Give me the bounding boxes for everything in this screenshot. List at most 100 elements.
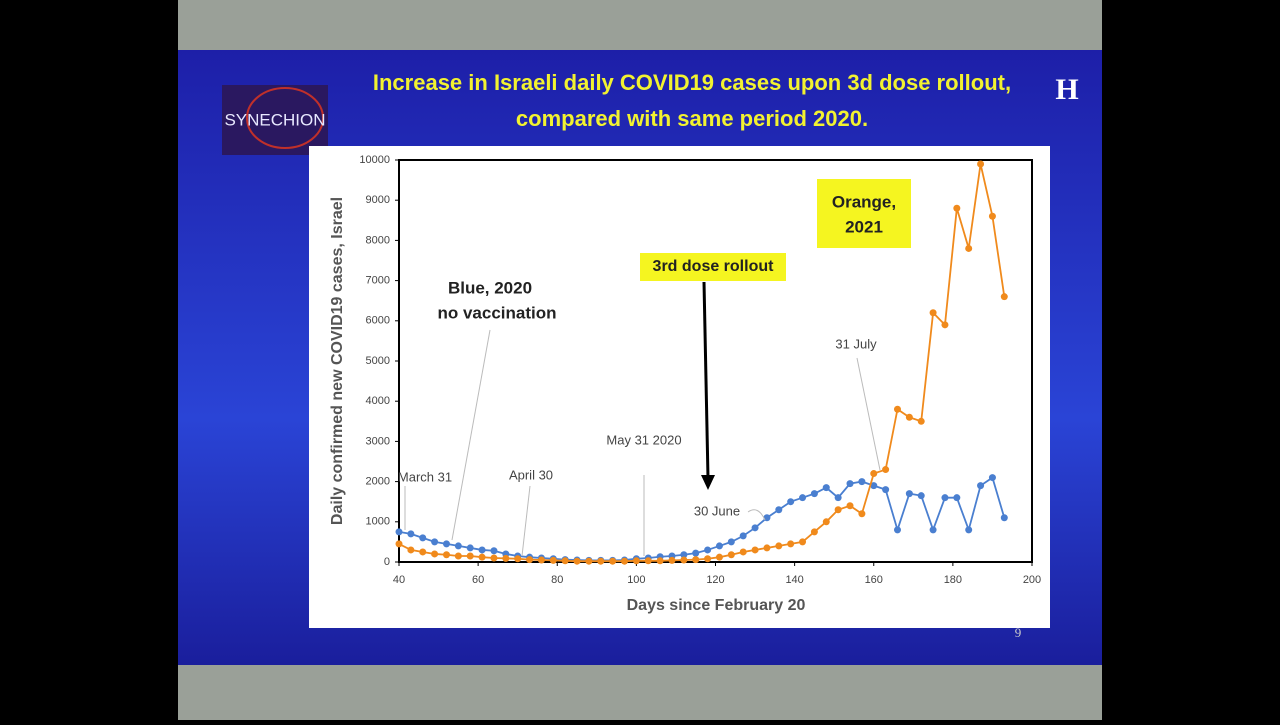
data-point	[858, 478, 866, 486]
brand: H	[1055, 73, 1078, 106]
annotations: Blue, 2020 no vaccination Orange, 2021 3rd d…	[398, 179, 911, 557]
data-point	[846, 480, 854, 488]
data-point	[442, 540, 450, 548]
data-point	[929, 309, 937, 317]
series-line	[398, 476, 1006, 562]
leader	[451, 329, 491, 541]
y-tick-label: 8000	[366, 234, 390, 246]
data-point	[680, 551, 688, 559]
y-tick-label: 5000	[366, 355, 390, 367]
data-point	[727, 538, 735, 546]
x-tick-label: 80	[551, 574, 563, 586]
y-tick-label: 9000	[366, 194, 390, 206]
data-point	[656, 557, 664, 565]
annotation: April 30	[509, 467, 553, 482]
data-point	[965, 244, 973, 252]
data-point	[442, 551, 450, 559]
x-tick-label: 140	[785, 574, 803, 586]
x-tick-label: 160	[865, 574, 883, 586]
data-point	[1000, 514, 1008, 522]
data-point	[395, 540, 403, 548]
data-point	[490, 547, 498, 555]
chart-panel	[309, 146, 1050, 628]
data-point	[834, 494, 842, 502]
data-point	[882, 466, 890, 474]
data-point	[431, 550, 439, 558]
annotation: 30 June	[694, 503, 740, 518]
data-point	[751, 524, 759, 532]
leader	[521, 485, 531, 557]
annotation: 31 July	[835, 336, 877, 351]
data-point	[549, 556, 557, 564]
data-point	[799, 494, 807, 502]
y-tick-label: 4000	[366, 395, 390, 407]
data-point	[988, 212, 996, 220]
data-point	[704, 555, 712, 563]
x-tick-label: 120	[706, 574, 724, 586]
data-point	[715, 553, 723, 561]
data-point	[775, 506, 783, 514]
data-point	[585, 557, 593, 565]
data-point	[454, 552, 462, 560]
annotation: Orange,	[832, 192, 896, 211]
data-point	[870, 470, 878, 478]
data-point	[739, 548, 747, 556]
data-point	[810, 528, 818, 536]
data-point	[988, 474, 996, 482]
data-point	[941, 321, 949, 329]
annotation: 2021	[845, 217, 883, 236]
data-point	[668, 556, 676, 564]
title-line: compared with same period 2020.	[516, 106, 868, 131]
data-point	[526, 556, 534, 564]
annotation: Blue, 2020	[448, 278, 532, 297]
data-point	[870, 482, 878, 490]
data-point	[787, 540, 795, 548]
data-point	[929, 526, 937, 534]
data-point	[917, 417, 925, 425]
data-point	[739, 532, 747, 540]
data-point	[466, 552, 474, 560]
annotation: March 31	[398, 469, 452, 484]
data-point	[893, 405, 901, 413]
data-point	[1000, 293, 1008, 301]
x-tick-label: 100	[627, 574, 645, 586]
data-point	[751, 546, 759, 554]
bottom-band	[178, 665, 1102, 720]
data-point	[822, 484, 830, 492]
data-point	[905, 413, 913, 421]
y-tick-label: 3000	[366, 435, 390, 447]
data-point	[573, 557, 581, 565]
data-point	[822, 518, 830, 526]
x-tick-label: 40	[393, 574, 405, 586]
y-tick-label: 1000	[366, 516, 390, 528]
data-point	[692, 556, 700, 564]
label-box	[640, 253, 786, 281]
x-tick-label: 200	[1023, 574, 1041, 586]
data-point	[953, 204, 961, 212]
data-point	[965, 526, 973, 534]
y-tick-label: 10000	[359, 154, 390, 166]
data-point	[431, 538, 439, 546]
logo-text: SYNECHION	[224, 110, 325, 129]
y-axis-label: Daily confirmed new COVID19 cases, Israe…	[329, 197, 346, 525]
leader	[856, 357, 881, 471]
x-tick-label: 60	[472, 574, 484, 586]
data-point	[478, 553, 486, 561]
annotation: May 31 2020	[606, 432, 681, 447]
data-point	[395, 528, 403, 536]
data-point	[858, 510, 866, 518]
data-point	[419, 534, 427, 542]
y-tick-label: 7000	[366, 275, 390, 287]
data-point	[799, 538, 807, 546]
series-line	[398, 163, 1006, 563]
data-point	[632, 557, 640, 565]
logo-ring	[246, 87, 324, 149]
data-point	[609, 557, 617, 565]
data-point	[561, 557, 569, 565]
plot: 0 1000 2000 3000 4000 5000 6000 7000 8000 9000 100…	[359, 154, 1041, 586]
x-axis-label: Days since February 20	[627, 597, 806, 614]
arrow-head	[701, 475, 715, 490]
data-point	[407, 530, 415, 538]
data-point	[905, 490, 913, 498]
